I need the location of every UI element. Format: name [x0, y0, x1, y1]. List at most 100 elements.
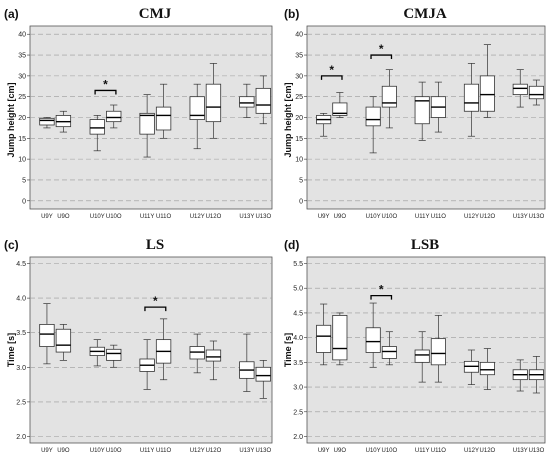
y-tick-label: 5 [299, 177, 303, 184]
box-U9Y [39, 117, 55, 129]
x-tick-label: U10Y [90, 214, 105, 220]
x-tick-label: U12O [480, 214, 496, 220]
box-iqr [205, 83, 222, 123]
box-U12O [479, 348, 495, 390]
significance-marker: * [379, 283, 384, 297]
box-U11O [155, 318, 172, 381]
box-U13Y [512, 69, 528, 108]
box-U13O [255, 75, 271, 125]
significance-bracket [144, 306, 167, 312]
box-U11O [430, 81, 446, 133]
y-tick-label: 40 [18, 32, 26, 39]
x-tick-label: U12Y [464, 448, 479, 454]
significance-marker: * [153, 294, 158, 308]
x-tick-label: U9Y [41, 448, 53, 454]
box-U13O [528, 356, 544, 394]
y-tick-label: 2.0 [16, 434, 26, 441]
box-U10Y [365, 96, 381, 154]
box-U12O [479, 44, 495, 118]
box-iqr [39, 323, 55, 347]
y-axis-label-d: Time [s] [283, 333, 293, 367]
box-iqr [89, 119, 105, 135]
y-tick-label: 5.0 [293, 286, 303, 293]
x-tick-label: U10Y [366, 448, 381, 454]
box-U13Y [239, 83, 255, 118]
x-tick-label: U12Y [464, 214, 479, 220]
box-U11O [155, 83, 172, 139]
box-U11O [430, 315, 446, 383]
y-tick-label: 20 [18, 115, 26, 122]
box-U9O [55, 110, 72, 133]
y-axis-label-b: Jump height [cm] [283, 82, 293, 157]
y-axis-label-a: Jump height [cm] [6, 82, 16, 157]
y-tick-label: 5 [22, 177, 26, 184]
y-tick-label: 25 [18, 94, 26, 101]
box-iqr [463, 83, 479, 112]
y-tick-label: 4.0 [293, 335, 303, 342]
panel-c: (c) LS Time [s] 2.0 2.5 3.0 3.5 4.0 4.5 U9Y U9O… [4, 237, 273, 454]
box-U10Y [89, 115, 105, 152]
box-iqr [39, 117, 55, 126]
x-tick-label: U10O [382, 448, 398, 454]
box-U10Y [89, 339, 105, 367]
box-U9O [332, 312, 348, 366]
x-tick-label: U12Y [190, 448, 205, 454]
significance-marker: * [103, 77, 108, 91]
box-U12Y [189, 333, 205, 374]
box-U11Y [414, 81, 430, 141]
box-iqr [381, 346, 397, 359]
box-U13O [528, 79, 544, 106]
y-tick-label: 40 [295, 32, 303, 39]
y-tick-label: 2.0 [293, 434, 303, 441]
x-tick-label: U9O [334, 448, 347, 454]
x-tick-label: U9O [57, 214, 70, 220]
box-U10O [106, 104, 122, 129]
panel-title-c: LS [146, 237, 164, 253]
y-tick-label: 30 [18, 73, 26, 80]
box-U12Y [463, 349, 479, 385]
y-tick-label: 2.5 [16, 399, 26, 406]
box-iqr [255, 87, 271, 114]
plot-area-d: 2.0 2.5 3.0 3.5 4.0 4.5 5.0 5.5 U9Y U9O U10Y U10O U1… [293, 256, 546, 454]
y-tick-label: 15 [18, 136, 26, 143]
box-U12O [205, 63, 222, 139]
box-iqr [155, 106, 172, 131]
x-tick-label: U10O [382, 214, 398, 220]
x-tick-label: U9O [334, 214, 347, 220]
box-iqr [205, 349, 222, 362]
box-U12Y [463, 63, 479, 137]
x-tick-label: U12O [480, 448, 496, 454]
y-tick-label: 5.5 [293, 261, 303, 268]
box-iqr [139, 112, 155, 135]
x-tick-label: U13O [255, 214, 271, 220]
box-iqr [528, 85, 544, 100]
box-U9Y [316, 112, 332, 137]
panel-title-a: CMJ [139, 6, 172, 22]
x-tick-label: U13Y [239, 214, 254, 220]
box-iqr [106, 348, 122, 361]
y-tick-label: 0 [299, 198, 303, 205]
y-tick-label: 3.0 [293, 385, 303, 392]
x-tick-label: U13Y [513, 214, 528, 220]
plot-area-c: 2.0 2.5 3.0 3.5 4.0 4.5 U9Y U9O U10Y U10O U11Y U11O… [16, 256, 273, 454]
y-axis-label-c: Time [s] [6, 333, 16, 367]
x-tick-label: U11O [431, 448, 447, 454]
box-iqr [332, 102, 348, 116]
box-U11Y [414, 331, 430, 383]
y-tick-label: 35 [18, 53, 26, 60]
significance-bracket [94, 89, 117, 95]
significance-marker: * [329, 63, 334, 77]
significance-marker: * [379, 42, 384, 56]
box-iqr [255, 366, 271, 382]
box-U9Y [39, 303, 55, 365]
box-U13Y [239, 333, 255, 392]
x-tick-label: U10Y [90, 448, 105, 454]
x-tick-label: U10Y [366, 214, 381, 220]
x-tick-label: U13Y [239, 448, 254, 454]
panel-label-c: (c) [4, 238, 19, 252]
box-iqr [479, 75, 495, 112]
x-tick-label: U11O [431, 214, 447, 220]
box-iqr [55, 328, 72, 353]
significance-bracket [370, 294, 393, 300]
y-tick-label: 4.5 [16, 261, 26, 268]
